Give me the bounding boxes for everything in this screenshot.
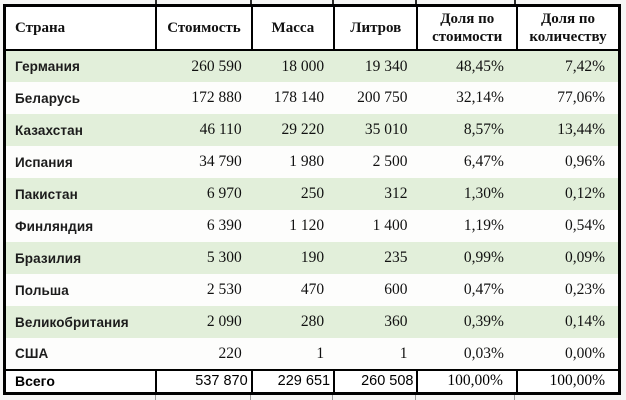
header-row: Страна Стоимость Масса Литров Доля по ст… <box>4 5 620 51</box>
cell-country: Германия <box>15 59 80 74</box>
cell-share-qty: 0,12% <box>564 185 605 202</box>
gridline-stub <box>155 395 156 400</box>
gridline-stub <box>250 0 252 5</box>
cell-liters: 35 010 <box>364 121 408 138</box>
table-footer: Всего 537 870 229 651 260 508 100,00% 10… <box>4 369 620 393</box>
cell-total-liters: 260 508 <box>334 369 419 393</box>
cell-cost: 5 300 <box>206 249 242 266</box>
table-row-uk: Великобритания 2 090 280 360 0,39% 0,14% <box>4 306 620 338</box>
cell-share-cost: 48,45% <box>456 57 504 75</box>
cell-mass: 18 000 <box>281 57 325 75</box>
gridline-stub <box>332 395 333 400</box>
cell-country: Польша <box>15 282 69 298</box>
gridline-stub <box>415 395 416 400</box>
cell-total-share-cost: 100,00% <box>417 369 518 393</box>
cell-country: Испания <box>15 154 73 170</box>
table-row-germany: Германия 260 590 18 000 19 340 48,45% 7,… <box>4 50 620 82</box>
cell-share-cost: 8,57% <box>463 121 504 138</box>
cell-liters: 1 400 <box>372 217 408 234</box>
cell-total-cost: 537 870 <box>156 369 253 393</box>
table-row-kazakhstan: Казахстан 46 110 29 220 35 010 8,57% 13,… <box>4 114 620 146</box>
column-header-cost: Стоимость <box>156 5 253 51</box>
cell-cost: 46 110 <box>199 121 242 138</box>
cell-cost: 220 <box>218 344 242 362</box>
cell-cost: 2 090 <box>206 313 242 330</box>
cell-share-cost: 0,03% <box>463 344 504 362</box>
cell-share-qty: 0,09% <box>564 249 605 266</box>
cell-share-qty: 0,96% <box>564 153 605 170</box>
gridline-stub <box>514 0 516 5</box>
cell-share-qty: 0,14% <box>564 313 605 330</box>
cell-liters: 1 <box>399 344 408 362</box>
cell-share-qty: 0,54% <box>564 217 605 234</box>
cell-share-cost: 0,39% <box>463 313 504 330</box>
cell-share-cost: 1,30% <box>463 185 504 202</box>
table-row-brazil: Бразилия 5 300 190 235 0,99% 0,09% <box>4 242 620 274</box>
cell-country: Казахстан <box>15 122 83 138</box>
cell-share-cost: 6,47% <box>463 153 504 170</box>
column-header-share-qty: Доля по количеству <box>516 5 620 51</box>
cell-share-cost: 0,99% <box>463 249 504 266</box>
gridline-stub <box>514 395 515 400</box>
cell-liters: 2 500 <box>372 153 408 170</box>
table-body: Германия 260 590 18 000 19 340 48,45% 7,… <box>4 50 620 370</box>
cell-share-cost: 0,47% <box>463 281 504 298</box>
table-row-poland: Польша 2 530 470 600 0,47% 0,23% <box>4 274 620 306</box>
table-row-spain: Испания 34 790 1 980 2 500 6,47% 0,96% <box>4 146 620 178</box>
table-row-pakistan: Пакистан 6 970 250 312 1,30% 0,12% <box>4 178 620 210</box>
cell-cost: 6 390 <box>206 217 242 234</box>
cell-mass: 470 <box>300 281 325 298</box>
cell-liters: 360 <box>384 313 408 330</box>
cell-cost: 34 790 <box>199 153 242 170</box>
cell-country: Финляндия <box>15 218 94 234</box>
cell-share-qty: 77,06% <box>557 89 605 106</box>
cell-liters: 235 <box>384 249 408 266</box>
cell-mass: 1 120 <box>289 217 325 234</box>
cell-share-qty: 7,42% <box>564 57 605 75</box>
column-header-mass: Масса <box>251 5 336 51</box>
table-row-belarus: Беларусь 172 880 178 140 200 750 32,14% … <box>4 82 620 114</box>
cell-mass: 280 <box>300 313 325 330</box>
cell-share-cost: 32,14% <box>456 89 504 106</box>
cell-mass: 29 220 <box>281 121 325 138</box>
cell-total-mass: 229 651 <box>251 369 336 393</box>
gridline-stub <box>332 0 334 5</box>
cell-country: Бразилия <box>15 250 82 266</box>
gridline-stub <box>250 395 251 400</box>
cell-liters: 200 750 <box>357 89 408 106</box>
table-row-finland: Финляндия 6 390 1 120 1 400 1,19% 0,54% <box>4 210 620 242</box>
cell-liters: 312 <box>384 185 408 202</box>
column-header-country: Страна <box>4 5 158 51</box>
table-header: Страна Стоимость Масса Литров Доля по ст… <box>4 5 620 51</box>
cell-share-cost: 1,19% <box>463 217 504 234</box>
cell-cost: 6 970 <box>206 185 242 202</box>
cell-country: Беларусь <box>15 90 81 106</box>
cell-liters: 600 <box>384 281 408 298</box>
cell-cost: 260 590 <box>191 57 242 75</box>
column-header-share-cost: Доля по стоимости <box>417 5 518 51</box>
cell-country: Великобритания <box>15 314 129 330</box>
cell-cost: 2 530 <box>206 281 242 298</box>
cell-share-qty: 0,23% <box>564 281 605 298</box>
gridline-stub <box>415 0 417 5</box>
cell-total-share-qty: 100,00% <box>516 369 620 393</box>
cell-liters: 19 340 <box>364 57 408 75</box>
cell-country: Пакистан <box>15 186 78 202</box>
total-row: Всего 537 870 229 651 260 508 100,00% 10… <box>4 369 620 393</box>
cell-country: США <box>15 346 49 361</box>
cell-cost: 172 880 <box>191 89 242 106</box>
cell-mass: 1 <box>316 344 325 362</box>
countries-data-table: Страна Стоимость Масса Литров Доля по ст… <box>3 4 621 395</box>
table-row-usa: США 220 1 1 0,03% 0,00% <box>4 338 620 370</box>
gridline-stub <box>155 0 157 5</box>
cell-mass: 250 <box>300 185 325 202</box>
cell-share-qty: 13,44% <box>557 121 605 138</box>
cell-mass: 178 140 <box>273 89 325 106</box>
cell-share-qty: 0,00% <box>564 344 605 362</box>
cell-total-label: Всего <box>4 369 158 393</box>
column-header-liters: Литров <box>334 5 419 51</box>
cell-mass: 190 <box>300 249 325 266</box>
cell-mass: 1 980 <box>289 153 325 170</box>
